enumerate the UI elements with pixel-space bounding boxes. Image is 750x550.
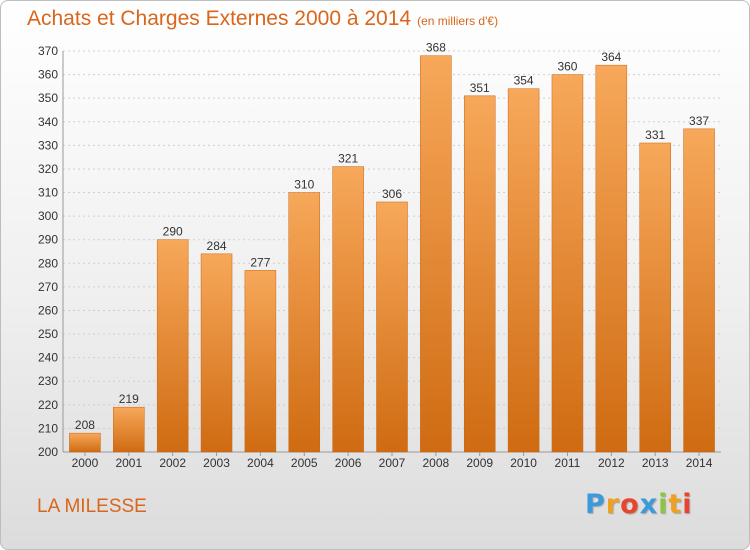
x-tick-label-2013: 2013: [642, 456, 669, 470]
chart-subtitle: (en milliers d'€): [417, 14, 499, 28]
y-tick-label: 360: [38, 68, 58, 82]
y-tick-label: 330: [38, 138, 58, 152]
bar-2003: [200, 253, 233, 453]
x-tick-label-2007: 2007: [379, 456, 406, 470]
y-tick-label: 240: [38, 351, 58, 365]
y-tick-label: 250: [38, 327, 58, 341]
data-label-2005: 310: [294, 178, 314, 192]
data-label-2009: 351: [470, 81, 490, 95]
data-label-2000: 208: [75, 418, 95, 432]
logo-letter: r: [605, 489, 621, 520]
y-tick-label: 220: [38, 398, 58, 412]
proxiti-logo: Proxiti: [585, 489, 693, 520]
bar-2006: [332, 166, 364, 453]
chart-title-text: Achats et Charges Externes 2000 à 2014: [27, 7, 412, 30]
logo-letter: t: [668, 489, 683, 520]
y-tick-label: 270: [38, 280, 58, 294]
data-label-2007: 306: [382, 187, 402, 201]
x-tick-label-2010: 2010: [510, 456, 537, 470]
logo-letter: i: [682, 489, 693, 520]
x-tick-label-2005: 2005: [291, 456, 318, 470]
y-tick-label: 200: [38, 445, 58, 459]
bar-2013: [639, 142, 671, 453]
data-label-2014: 337: [689, 114, 709, 128]
data-label-2003: 284: [207, 239, 227, 253]
data-label-2004: 277: [250, 255, 270, 269]
bar-2005: [288, 192, 321, 453]
bar-2012: [595, 64, 628, 453]
x-tick-label-2004: 2004: [247, 456, 274, 470]
bar-2010: [507, 88, 540, 453]
x-tick-label-2012: 2012: [598, 456, 625, 470]
y-tick-label: 340: [38, 115, 58, 129]
x-tick-label-2011: 2011: [555, 456, 581, 470]
y-tick-label: 310: [38, 186, 58, 200]
data-label-2011: 360: [557, 60, 577, 74]
bar-2007: [376, 201, 408, 453]
bar-2000: [69, 432, 101, 453]
y-tick-label: 300: [38, 209, 58, 223]
y-tick-label: 210: [38, 421, 58, 435]
commune-name: LA MILESSE: [37, 496, 147, 517]
bar-2009: [463, 95, 496, 453]
y-tick-label: 350: [38, 91, 58, 105]
bar-2008: [420, 55, 452, 453]
x-tick-label-2006: 2006: [335, 456, 362, 470]
y-tick-label: 230: [38, 374, 58, 388]
data-label-2008: 368: [426, 41, 446, 55]
data-label-2002: 290: [163, 225, 183, 239]
x-tick-label-2002: 2002: [159, 456, 186, 470]
logo-letter: x: [639, 489, 659, 520]
logo-letter: o: [620, 489, 640, 520]
y-tick-label: 280: [38, 256, 58, 270]
x-tick-label-2001: 2001: [115, 456, 142, 470]
data-label-2010: 354: [514, 74, 534, 88]
bar-2001: [113, 406, 145, 453]
data-label-2001: 219: [119, 392, 139, 406]
x-tick-label-2000: 2000: [72, 456, 99, 470]
bar-2002: [156, 239, 189, 453]
logo-letter: P: [585, 489, 606, 520]
logo-letter: i: [658, 489, 669, 520]
x-tick-label-2009: 2009: [466, 456, 493, 470]
x-tick-label-2014: 2014: [686, 456, 713, 470]
bar-2011: [551, 74, 584, 453]
data-label-2012: 364: [601, 50, 621, 64]
y-tick-label: 290: [38, 233, 58, 247]
data-label-2013: 331: [645, 128, 665, 142]
y-tick-label: 370: [38, 44, 58, 58]
bar-2004: [244, 270, 277, 453]
data-label-2006: 321: [338, 152, 358, 166]
bar-2014: [683, 128, 715, 453]
y-tick-label: 260: [38, 303, 58, 317]
chart-title: Achats et Charges Externes 2000 à 2014 (e…: [27, 7, 498, 31]
x-tick-label-2003: 2003: [203, 456, 230, 470]
y-tick-label: 320: [38, 162, 58, 176]
x-tick-label-2008: 2008: [423, 456, 450, 470]
